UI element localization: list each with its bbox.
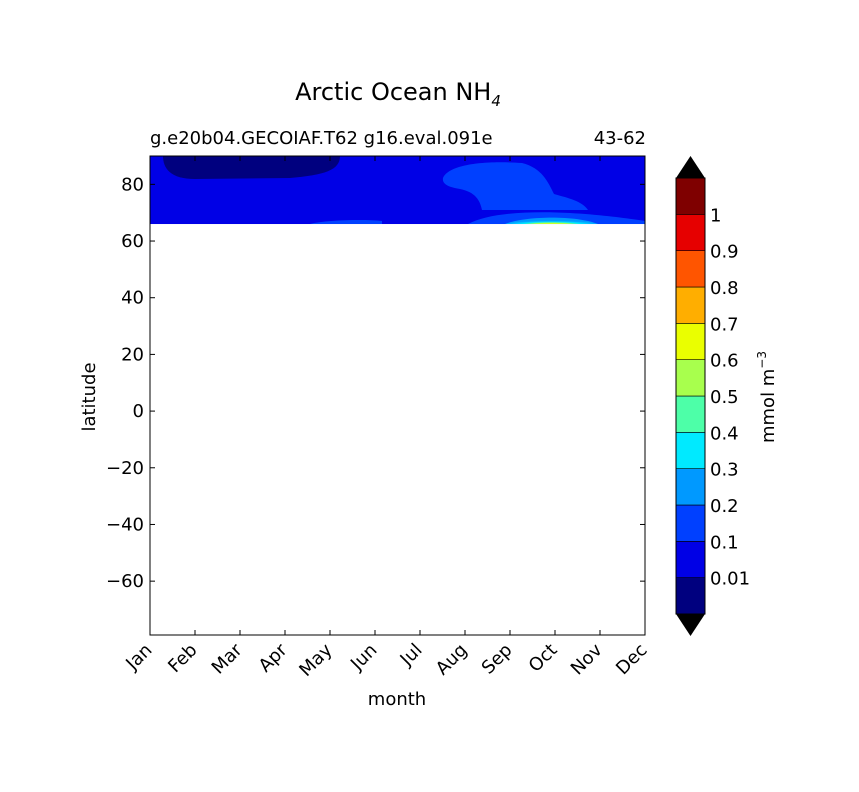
- colorbar-segment: [675, 577, 706, 615]
- y-tick-label: −60: [106, 571, 144, 592]
- x-tick-label: Aug: [432, 640, 472, 680]
- x-tick-label: Jul: [396, 640, 427, 671]
- colorbar-tick-label: 0.1: [710, 532, 739, 553]
- x-tick-label: Sep: [478, 640, 517, 679]
- contour-low-arctic: [163, 156, 340, 179]
- colorbar-segment: [675, 286, 706, 324]
- y-tick-label: −20: [106, 458, 144, 479]
- y-tick-label: 40: [121, 288, 144, 309]
- y-tick-label: 0: [133, 401, 144, 422]
- colorbar-segment: [675, 432, 706, 469]
- x-tick-label: Oct: [525, 640, 562, 677]
- colorbar-segment: [675, 395, 706, 433]
- colorbar: 0.01 0.1 0.2 0.3 0.4 0.5 0.6 0.7 0.8 0.9 1: [675, 156, 750, 636]
- subtitle-left: g.e20b04.GECOIAF.T62 g16.eval.091e: [150, 128, 493, 149]
- x-tick-label: Jan: [121, 640, 156, 675]
- colorbar-segment: [675, 323, 706, 360]
- colorbar-segment: [675, 250, 706, 288]
- colorbar-segment: [675, 359, 706, 397]
- colorbar-tick-label: 0.7: [710, 314, 739, 335]
- colorbar-label: mmol m−3: [755, 351, 779, 443]
- x-tick-label: Dec: [612, 640, 651, 679]
- x-tick-label: Jun: [346, 640, 381, 675]
- colorbar-under-arrow: [676, 614, 705, 636]
- colorbar-segment: [675, 468, 706, 506]
- colorbar-tick-label: 0.5: [710, 387, 739, 408]
- colorbar-segment: [675, 177, 706, 215]
- colorbar-tick-label: 0.4: [710, 423, 739, 444]
- colorbar-tick-label: 0.2: [710, 496, 739, 517]
- colorbar-frame: [675, 177, 706, 615]
- colorbar-over-arrow: [676, 156, 705, 178]
- x-tick-label: Mar: [208, 639, 247, 678]
- plot-frame: [149, 155, 646, 636]
- x-tick-label: Apr: [255, 639, 292, 676]
- contour-field: [150, 156, 645, 225]
- colorbar-segment: [675, 214, 706, 251]
- y-tick-label: 20: [121, 344, 144, 365]
- y-tick-label: −40: [106, 514, 144, 535]
- contour-hotspot: [505, 217, 598, 225]
- y-tick-label: 60: [121, 231, 144, 252]
- y-axis-label: latitude: [79, 362, 100, 431]
- y-axis: 80 60 40 20 0 −20 −40 −60: [106, 174, 645, 592]
- title-subscript: 4: [491, 92, 501, 110]
- colorbar-segment: [675, 504, 706, 542]
- colorbar-tick-label: 0.6: [710, 351, 739, 372]
- subtitle-right: 43-62: [594, 128, 646, 149]
- x-tick-label: Nov: [567, 639, 607, 679]
- contour-upper-band: [442, 162, 588, 210]
- colorbar-tick-label: 1: [710, 205, 721, 226]
- x-axis-label: month: [368, 689, 426, 710]
- plot-background: [150, 156, 645, 635]
- contour-sliver: [310, 220, 382, 225]
- colorbar-tick-label: 0.8: [710, 278, 739, 299]
- colorbar-segment: [675, 541, 706, 578]
- x-tick-label: Feb: [164, 640, 201, 677]
- x-tick-label: May: [295, 639, 336, 680]
- y-tick-label: 80: [121, 174, 144, 195]
- chart-title: Arctic Ocean NH4: [295, 78, 501, 110]
- colorbar-tick-label: 0.01: [710, 569, 750, 590]
- colorbar-tick-label: 0.9: [710, 242, 739, 263]
- colorbar-label-exponent: −3: [755, 351, 769, 369]
- colorbar-tick-label: 0.3: [710, 460, 739, 481]
